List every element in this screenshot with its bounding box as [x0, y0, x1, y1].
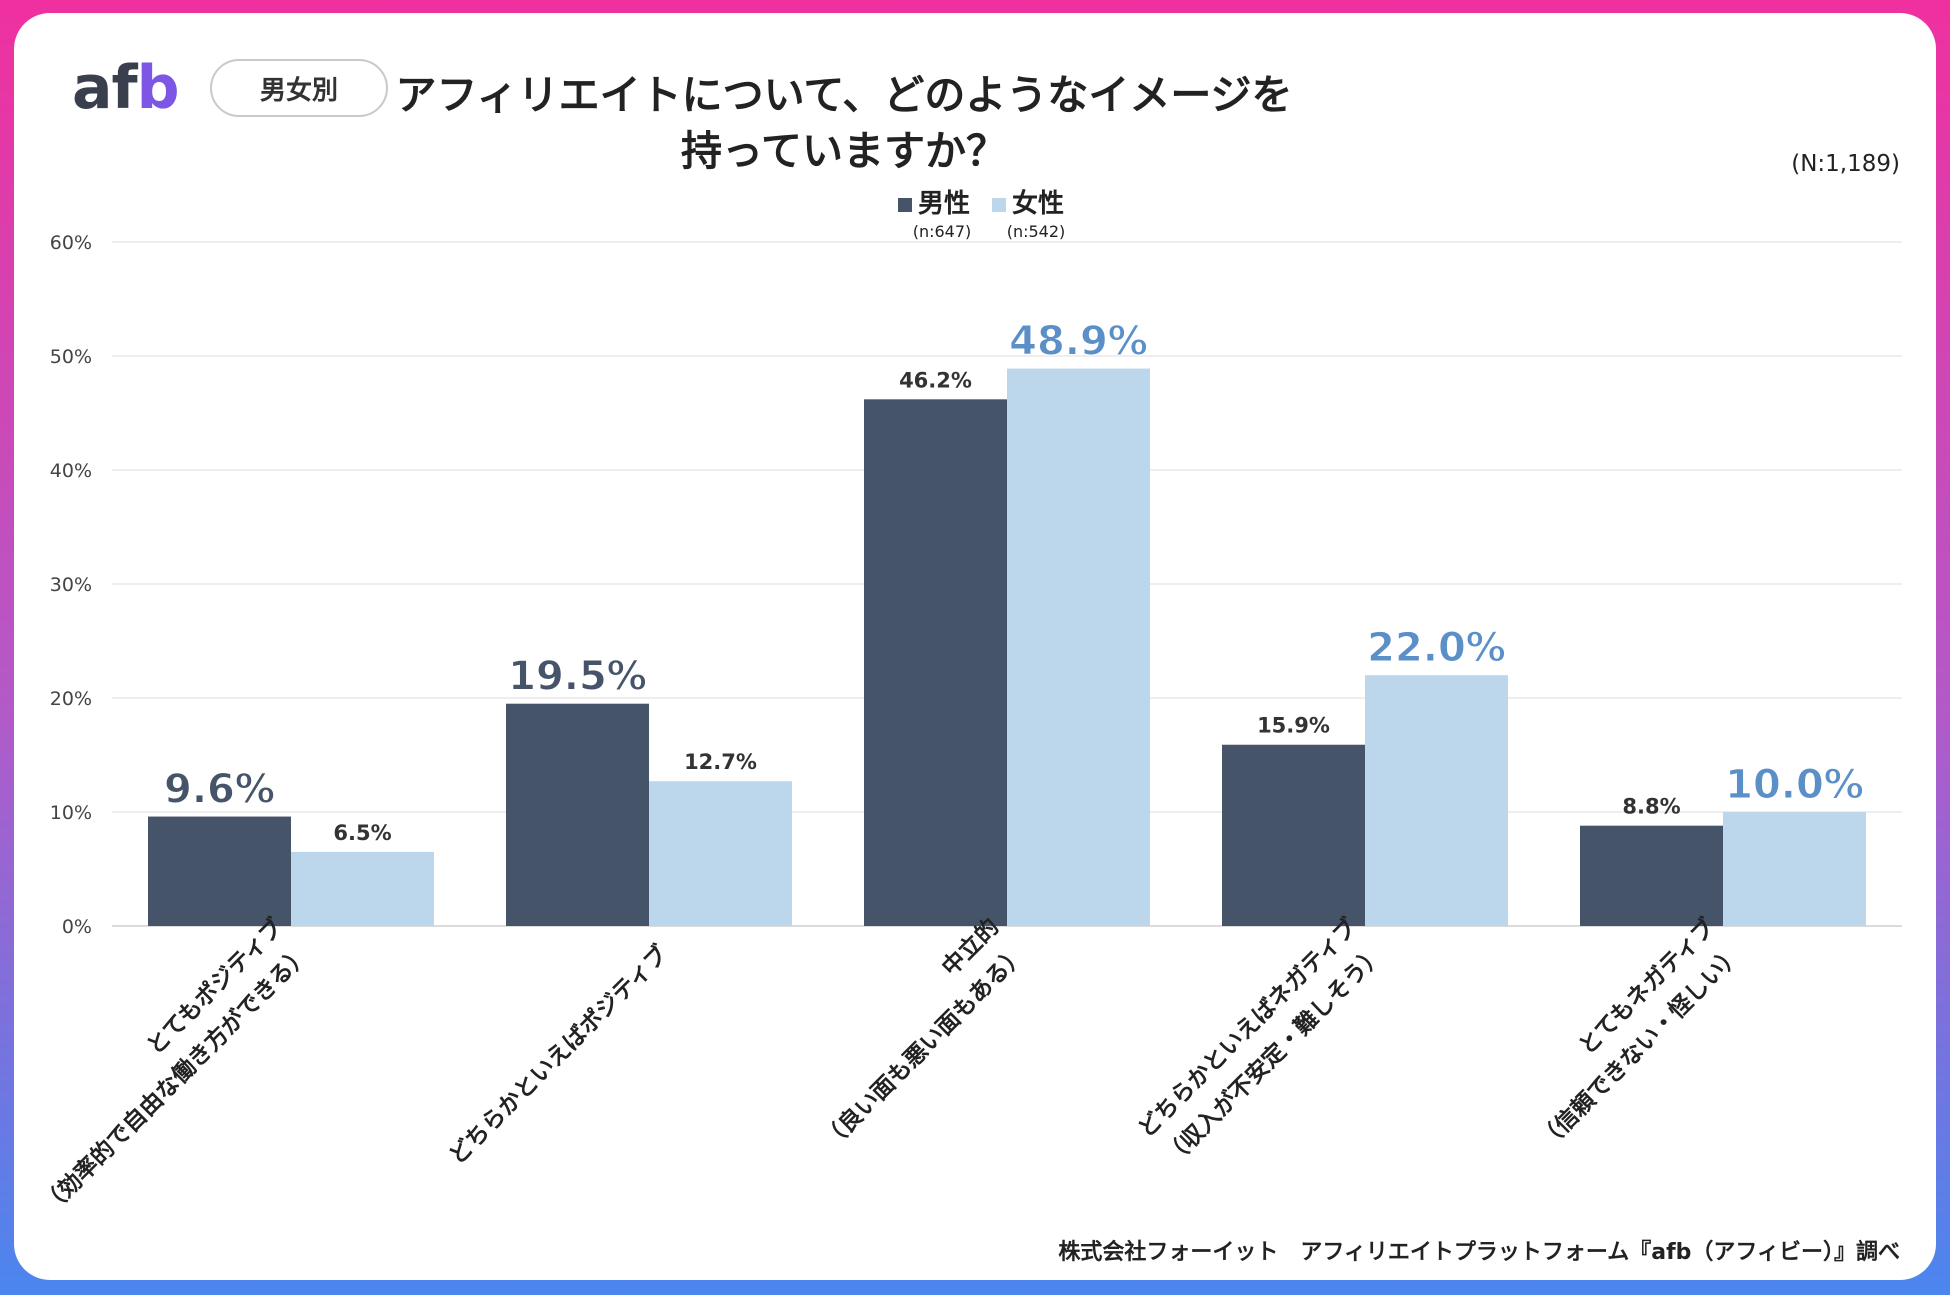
data-label: 8.8% [1622, 795, 1680, 819]
y-tick-label: 0% [62, 916, 92, 938]
y-tick-label: 50% [50, 346, 92, 368]
bar-male [148, 816, 291, 926]
category-label-line: （収入が不安定・難しそう） [1159, 940, 1390, 1171]
category-label-line: （良い面も悪い面もある） [817, 940, 1031, 1154]
y-tick-label: 40% [50, 460, 92, 482]
y-tick-label: 10% [50, 802, 92, 824]
data-label: 46.2% [899, 368, 972, 392]
segment-pill: 男女別 [210, 59, 388, 117]
category-label-line: （信頼できない・怪しい） [1533, 940, 1747, 1154]
y-tick-label: 20% [50, 688, 92, 710]
category-label: とてもポジティブ（効率的で自由な働き方ができる） [36, 913, 315, 1219]
data-label: 22.0% [1367, 625, 1506, 671]
y-tick-label: 30% [50, 574, 92, 596]
data-label: 10.0% [1725, 762, 1864, 808]
title-line-2: 持っていますか？ [681, 127, 1007, 175]
legend-swatch [898, 198, 912, 212]
bar-male [864, 399, 1007, 926]
bar-female [1007, 368, 1150, 926]
bar-male [506, 703, 649, 926]
chart-title: アフィリエイトについて、どのようなイメージを 持っていますか？ [394, 67, 1294, 179]
bar-female [291, 851, 434, 926]
category-label-line: （効率的で自由な働き方ができる） [36, 940, 315, 1219]
legend-swatch [992, 198, 1006, 212]
category-label-line: どちらかといえばネガティブ [1133, 913, 1363, 1143]
category-label-line: どちらかといえばポジティブ [444, 940, 674, 1170]
sample-size: (N:1,189) [1791, 151, 1900, 177]
data-label: 6.5% [333, 821, 391, 845]
bar-male [1580, 825, 1723, 926]
legend-sample-size: (n:647) [913, 222, 972, 241]
category-label: どちらかといえばポジティブ [444, 940, 674, 1170]
data-label: 19.5% [508, 654, 647, 700]
bar-female [649, 781, 792, 926]
data-label: 12.7% [684, 750, 757, 774]
bar-female [1365, 675, 1508, 926]
bar-female [1723, 812, 1866, 926]
bar-male [1222, 744, 1365, 926]
legend-label: 女性 [1012, 188, 1064, 219]
legend-sample-size: (n:542) [1007, 222, 1066, 241]
title-line-1: アフィリエイトについて、どのようなイメージを [395, 71, 1293, 119]
category-label: どちらかといえばネガティブ（収入が不安定・難しそう） [1133, 913, 1390, 1171]
afb-logo: afb [72, 53, 180, 123]
data-label: 48.9% [1009, 319, 1148, 365]
source-credit: 株式会社フォーイット アフィリエイトプラットフォーム『afb（アフィビー）』調べ [1058, 1240, 1900, 1265]
y-tick-label: 60% [50, 232, 92, 254]
category-label: 中立的（良い面も悪い面もある） [817, 913, 1031, 1154]
category-label: とてもネガティブ（信頼できない・怪しい） [1533, 913, 1747, 1154]
data-label: 9.6% [164, 767, 275, 813]
legend-label: 男性 [918, 189, 970, 219]
data-label: 15.9% [1257, 714, 1330, 738]
